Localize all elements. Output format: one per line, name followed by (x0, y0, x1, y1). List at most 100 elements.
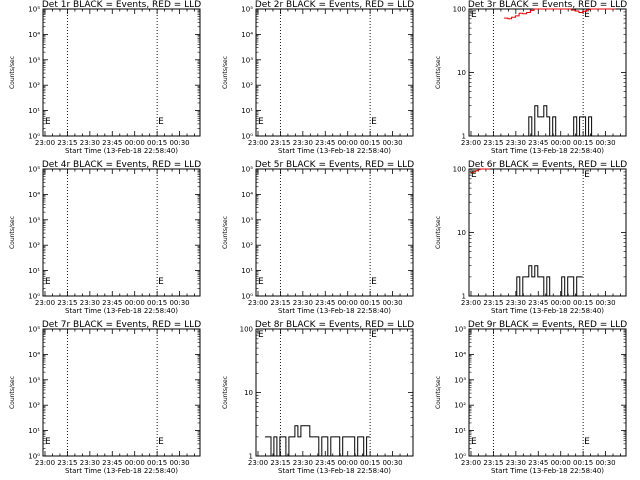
x-tick-label: 00:30 (382, 459, 402, 467)
event-marker: E (584, 437, 590, 447)
x-tick-label: 23:30 (80, 139, 100, 147)
y-tick-label: 10⁰ (454, 453, 466, 461)
plot-frame (255, 168, 414, 297)
x-tick-label: 00:00 (551, 459, 571, 467)
y-axis-label: Counts/sec (222, 56, 229, 89)
x-tick-label: 23:00 (35, 459, 55, 467)
y-tick-label: 10 (457, 229, 466, 237)
plot-frame (42, 328, 201, 457)
x-tick-label: 23:45 (315, 459, 335, 467)
events-series-line (513, 265, 583, 297)
event-marker: E (584, 170, 590, 180)
y-axis-label: Counts/sec (222, 376, 229, 409)
x-tick-label: 00:00 (338, 459, 358, 467)
y-tick-label: 100 (453, 6, 466, 14)
x-tick-label: 00:15 (147, 299, 167, 307)
x-axis-label: Start Time (13-Feb-18 22:58:40) (278, 147, 391, 155)
y-tick-label: 10⁴ (28, 351, 40, 359)
events-series-line (525, 105, 595, 137)
y-tick-label: 10² (241, 242, 253, 250)
y-tick-label: 10⁰ (28, 133, 40, 141)
panel-title: Det 1r BLACK = Events, RED = LLD (42, 0, 201, 10)
y-tick-label: 10¹ (241, 267, 253, 275)
y-axis-label: Counts/sec (435, 216, 442, 249)
x-tick-label: 23:30 (293, 459, 313, 467)
x-tick-label: 23:00 (35, 299, 55, 307)
x-tick-label: 23:30 (293, 139, 313, 147)
x-axis-label: Start Time (13-Feb-18 22:58:40) (65, 467, 178, 475)
event-marker: E (45, 277, 51, 287)
event-marker: E (471, 437, 477, 447)
event-marker: E (471, 10, 477, 20)
y-tick-label: 10⁰ (241, 293, 253, 301)
y-tick-label: 10⁴ (241, 31, 253, 39)
x-tick-label: 00:30 (595, 299, 615, 307)
x-axis-label: Start Time (13-Feb-18 22:58:40) (278, 307, 391, 315)
event-marker: E (258, 277, 264, 287)
event-marker: E (371, 117, 377, 127)
x-tick-label: 23:15 (57, 299, 77, 307)
y-tick-label: 10² (241, 82, 253, 90)
y-tick-label: 10² (28, 242, 40, 250)
panel-title: Det 7r BLACK = Events, RED = LLD (42, 320, 201, 330)
x-axis-label: Start Time (13-Feb-18 22:58:40) (65, 307, 178, 315)
x-tick-label: 00:00 (125, 299, 145, 307)
x-tick-label: 23:30 (80, 299, 100, 307)
x-tick-label: 00:00 (551, 139, 571, 147)
y-tick-label: 10⁴ (241, 191, 253, 199)
x-tick-label: 23:15 (270, 139, 290, 147)
event-marker: E (45, 117, 51, 127)
x-axis-label: Start Time (13-Feb-18 22:58:40) (491, 307, 604, 315)
panel-title: Det 8r BLACK = Events, RED = LLD (255, 320, 414, 330)
y-tick-label: 1 (462, 133, 466, 141)
event-marker: E (158, 437, 164, 447)
y-tick-label: 10⁵ (28, 6, 40, 14)
x-tick-label: 00:15 (573, 299, 593, 307)
x-tick-label: 00:30 (595, 459, 615, 467)
x-tick-label: 23:30 (80, 459, 100, 467)
y-tick-label: 1 (462, 293, 466, 301)
event-marker: E (158, 117, 164, 127)
y-tick-label: 10¹ (28, 107, 40, 115)
y-tick-label: 10⁴ (28, 191, 40, 199)
x-tick-label: 23:15 (483, 459, 503, 467)
x-tick-label: 23:45 (528, 459, 548, 467)
y-axis-label: Counts/sec (9, 56, 16, 89)
x-tick-label: 23:00 (461, 459, 481, 467)
y-tick-label: 10³ (28, 56, 40, 64)
y-tick-label: 10⁰ (241, 133, 253, 141)
x-tick-label: 00:15 (573, 459, 593, 467)
plot-frame (255, 8, 414, 137)
event-marker: E (158, 277, 164, 287)
x-tick-label: 23:45 (528, 139, 548, 147)
y-tick-label: 1 (249, 453, 253, 461)
x-tick-label: 00:15 (147, 459, 167, 467)
x-tick-label: 00:15 (360, 459, 380, 467)
plot-frame (42, 8, 201, 137)
x-tick-label: 23:15 (57, 139, 77, 147)
x-tick-label: 23:15 (483, 299, 503, 307)
x-tick-label: 23:15 (270, 459, 290, 467)
panel-det-7: Det 7r BLACK = Events, RED = LLD 23:00 23:… (9, 320, 201, 475)
y-tick-label: 100 (453, 166, 466, 174)
panel-title: Det 2r BLACK = Events, RED = LLD (255, 0, 414, 10)
y-tick-label: 10³ (454, 376, 466, 384)
y-tick-label: 10¹ (28, 267, 40, 275)
x-axis-label: Start Time (13-Feb-18 22:58:40) (491, 467, 604, 475)
panel-title: Det 5r BLACK = Events, RED = LLD (255, 160, 414, 170)
x-tick-label: 23:30 (506, 299, 526, 307)
x-tick-label: 23:00 (461, 299, 481, 307)
x-tick-label: 00:00 (125, 459, 145, 467)
x-axis-label: Start Time (13-Feb-18 22:58:40) (65, 147, 178, 155)
x-tick-label: 23:45 (102, 299, 122, 307)
y-tick-label: 10 (244, 389, 253, 397)
lld-series-line (504, 8, 616, 20)
